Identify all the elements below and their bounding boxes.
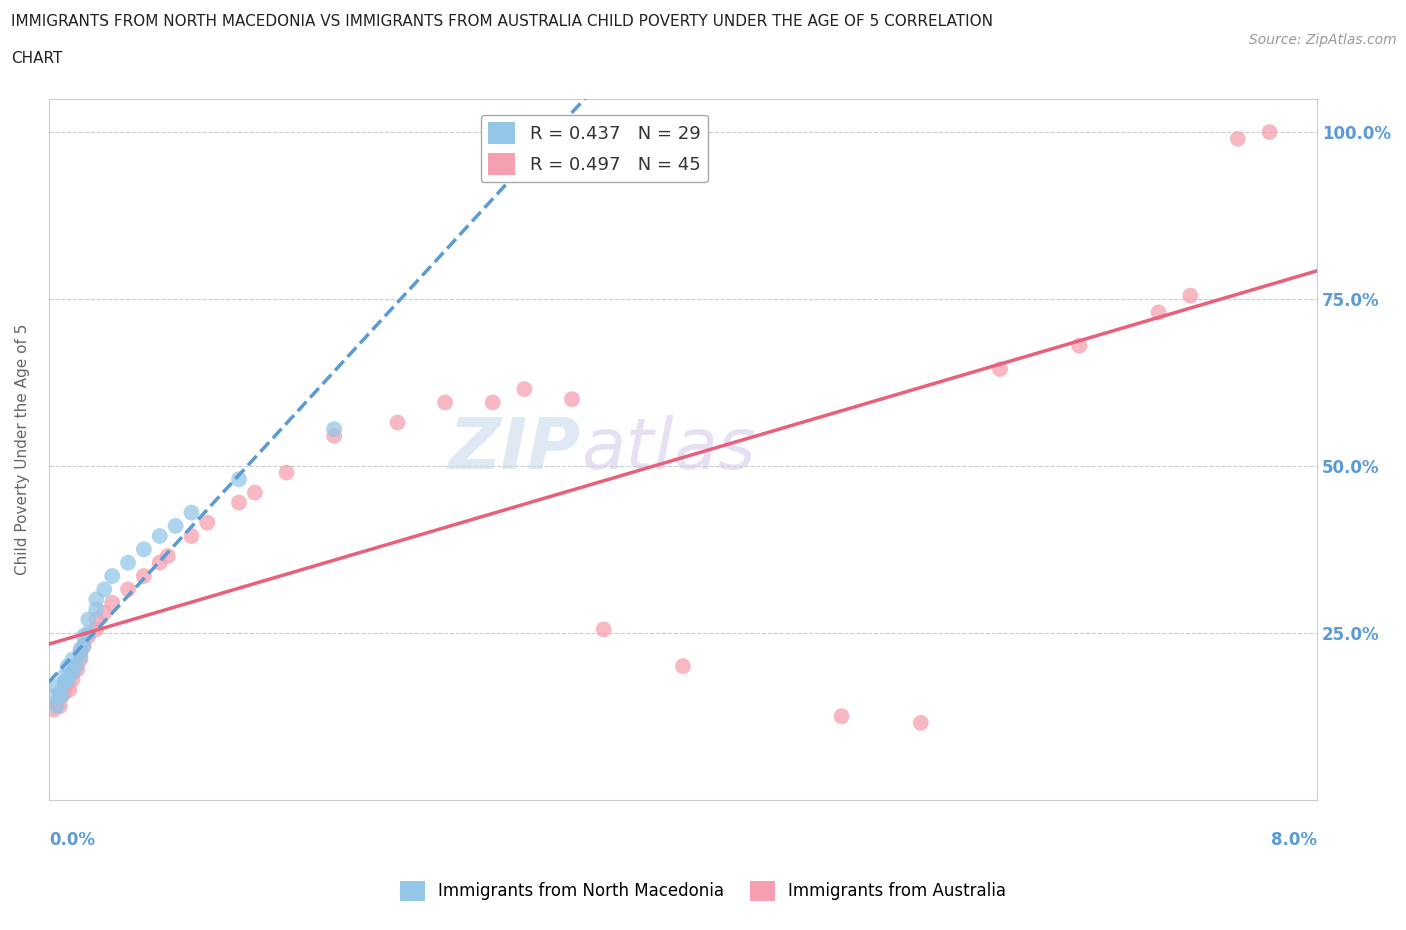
Point bbox=[69, 649, 91, 664]
Point bbox=[117, 582, 139, 597]
Point bbox=[276, 465, 298, 480]
Point bbox=[49, 685, 72, 700]
Point bbox=[149, 528, 172, 543]
Point bbox=[1069, 339, 1091, 353]
Point bbox=[49, 698, 72, 713]
Point bbox=[42, 689, 65, 704]
Point bbox=[62, 652, 84, 667]
Point bbox=[165, 519, 187, 534]
Point bbox=[51, 689, 73, 704]
Point bbox=[387, 415, 409, 430]
Point bbox=[51, 689, 73, 704]
Point bbox=[77, 629, 100, 644]
Point bbox=[831, 709, 853, 724]
Point bbox=[56, 675, 79, 690]
Point bbox=[62, 665, 84, 680]
Point bbox=[77, 612, 100, 627]
Point bbox=[53, 679, 76, 694]
Point bbox=[1180, 288, 1202, 303]
Point bbox=[65, 658, 87, 673]
Point bbox=[156, 549, 179, 564]
Text: IMMIGRANTS FROM NORTH MACEDONIA VS IMMIGRANTS FROM AUSTRALIA CHILD POVERTY UNDER: IMMIGRANTS FROM NORTH MACEDONIA VS IMMIG… bbox=[11, 14, 993, 29]
Text: Source: ZipAtlas.com: Source: ZipAtlas.com bbox=[1249, 33, 1396, 46]
Point bbox=[323, 421, 346, 436]
Point bbox=[561, 392, 583, 406]
Point bbox=[45, 679, 67, 694]
Point bbox=[481, 395, 503, 410]
Point bbox=[86, 622, 108, 637]
Point bbox=[434, 395, 457, 410]
Text: ZIP: ZIP bbox=[450, 415, 582, 484]
Point bbox=[56, 658, 79, 673]
Point bbox=[69, 652, 91, 667]
Point bbox=[513, 381, 536, 396]
Point bbox=[65, 658, 87, 673]
Point bbox=[101, 568, 124, 583]
Point bbox=[592, 622, 614, 637]
Point bbox=[243, 485, 266, 500]
Point bbox=[45, 696, 67, 711]
Point bbox=[62, 672, 84, 687]
Point bbox=[672, 658, 695, 673]
Point bbox=[910, 715, 932, 730]
Point bbox=[1147, 305, 1170, 320]
Point bbox=[66, 662, 89, 677]
Point bbox=[72, 629, 94, 644]
Point bbox=[72, 639, 94, 654]
Point bbox=[117, 555, 139, 570]
Point bbox=[323, 429, 346, 444]
Point bbox=[86, 602, 108, 617]
Legend: R = 0.437   N = 29, R = 0.497   N = 45: R = 0.437 N = 29, R = 0.497 N = 45 bbox=[481, 114, 707, 182]
Point bbox=[93, 605, 115, 620]
Point bbox=[228, 495, 250, 510]
Text: atlas: atlas bbox=[582, 415, 756, 484]
Legend: Immigrants from North Macedonia, Immigrants from Australia: Immigrants from North Macedonia, Immigra… bbox=[394, 874, 1012, 908]
Point bbox=[56, 672, 79, 687]
Text: CHART: CHART bbox=[11, 51, 63, 66]
Point bbox=[988, 362, 1011, 377]
Point bbox=[53, 675, 76, 690]
Point bbox=[77, 625, 100, 640]
Point bbox=[45, 698, 67, 713]
Point bbox=[69, 642, 91, 657]
Point bbox=[132, 568, 155, 583]
Point bbox=[53, 685, 76, 700]
Text: 8.0%: 8.0% bbox=[1271, 831, 1317, 849]
Point bbox=[195, 515, 218, 530]
Point bbox=[180, 528, 202, 543]
Point bbox=[72, 639, 94, 654]
Point bbox=[42, 702, 65, 717]
Point bbox=[101, 595, 124, 610]
Point bbox=[53, 669, 76, 684]
Point bbox=[132, 542, 155, 557]
Point bbox=[69, 645, 91, 660]
Point bbox=[62, 665, 84, 680]
Point bbox=[93, 582, 115, 597]
Point bbox=[1226, 131, 1249, 146]
Text: 0.0%: 0.0% bbox=[49, 831, 94, 849]
Point bbox=[1258, 125, 1281, 140]
Y-axis label: Child Poverty Under the Age of 5: Child Poverty Under the Age of 5 bbox=[15, 324, 30, 575]
Point bbox=[58, 682, 80, 697]
Point bbox=[180, 505, 202, 520]
Point bbox=[86, 612, 108, 627]
Point bbox=[228, 472, 250, 486]
Point bbox=[149, 555, 172, 570]
Point bbox=[86, 592, 108, 607]
